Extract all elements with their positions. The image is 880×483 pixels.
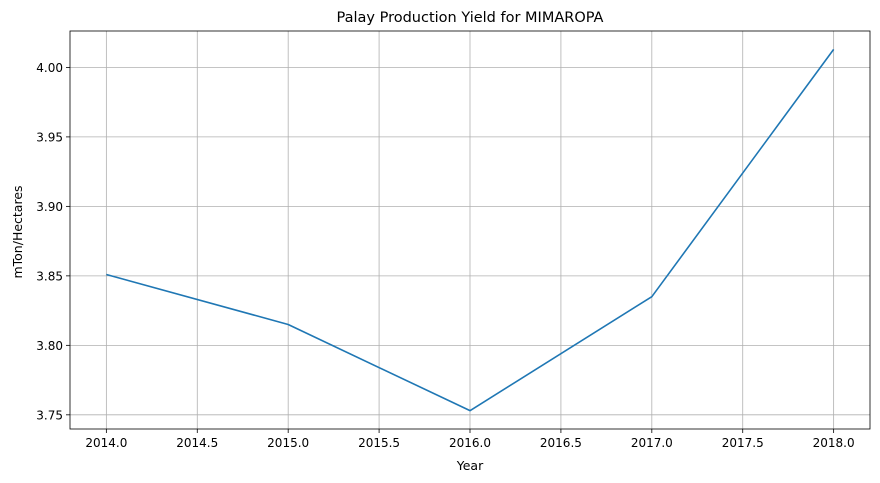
- chart-title: Palay Production Yield for MIMAROPA: [337, 10, 604, 26]
- y-tick-label: 3.80: [36, 339, 63, 353]
- x-tick-label: 2014.5: [176, 436, 218, 450]
- x-tick-label: 2016.5: [540, 436, 582, 450]
- y-tick-label: 3.75: [36, 408, 63, 422]
- x-axis-label: Year: [456, 458, 484, 473]
- x-tick-label: 2016.0: [449, 436, 491, 450]
- x-tick-label: 2017.5: [722, 436, 764, 450]
- y-tick-label: 3.90: [36, 200, 63, 214]
- series-layer: [106, 48, 835, 412]
- y-tick-label: 3.85: [36, 269, 63, 283]
- series-line: [106, 48, 835, 412]
- x-axis: 2014.0 2014.5 2015.0 2015.5 2016.0 2016.5 2017…: [85, 429, 855, 450]
- x-tick-label: 2015.5: [358, 436, 400, 450]
- x-tick-label: 2018.0: [813, 436, 855, 450]
- y-axis-label: mTon/Hectares: [10, 185, 25, 278]
- x-tick-label: 2014.0: [85, 436, 127, 450]
- x-tick-label: 2017.0: [631, 436, 673, 450]
- y-axis: 3.75 3.80 3.85 3.90 3.95 4.00: [36, 61, 70, 422]
- x-tick-label: 2015.0: [267, 436, 309, 450]
- grid: [70, 31, 870, 429]
- y-tick-label: 4.00: [36, 61, 63, 75]
- y-tick-label: 3.95: [36, 130, 63, 144]
